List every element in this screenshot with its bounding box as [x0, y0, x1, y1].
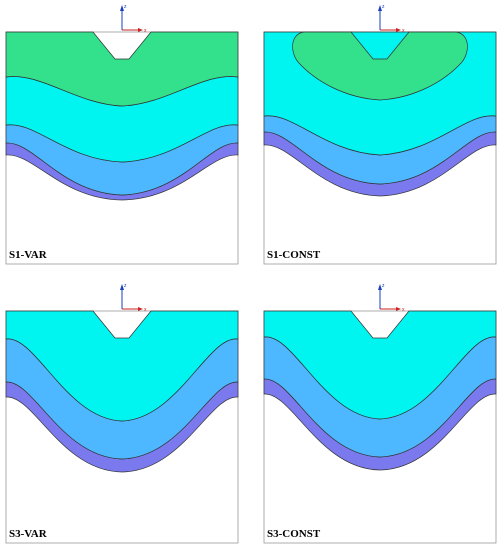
- s1-var-z-label: z: [124, 4, 127, 10]
- s3-var-z-label: z: [124, 283, 127, 289]
- s1-var-figure: z x: [5, 4, 239, 265]
- panel-s1-var: z x S1-VAR: [5, 0, 239, 265]
- s3-const-axis-triad: z x: [378, 283, 405, 313]
- panel-label: S3-VAR: [9, 528, 47, 540]
- s1-const-green-layer: [292, 31, 468, 101]
- s3-var-figure: z x: [5, 283, 239, 544]
- s3-var-cyan-layer: [5, 310, 239, 422]
- s3-const-figure: z x: [263, 283, 497, 544]
- s1-var-axis-triad: z x: [120, 4, 147, 34]
- panel-label: S3-CONST: [267, 528, 321, 540]
- panel-label: S1-VAR: [9, 249, 47, 261]
- s3-var-x-label: x: [144, 307, 147, 313]
- s3-const-z-label: z: [382, 283, 385, 289]
- s1-const-axis-triad: z x: [378, 4, 405, 34]
- s1-const-z-label: z: [382, 4, 385, 10]
- panel-label: S1-CONST: [267, 249, 321, 261]
- panel-s3-const: z x S3-CONST: [263, 279, 497, 544]
- panel-s1-const: z x S1-CONST: [263, 0, 497, 265]
- s3-const-cyan-layer: [263, 310, 497, 420]
- panel-s3-var: z x S3-VAR: [5, 279, 239, 544]
- s3-var-axis-triad: z x: [120, 283, 147, 313]
- s1-var-green-layer: [5, 31, 239, 107]
- s1-const-x-label: x: [402, 28, 405, 34]
- s1-var-x-label: x: [144, 28, 147, 34]
- s1-const-figure: z x: [263, 4, 497, 265]
- s3-const-x-label: x: [402, 307, 405, 313]
